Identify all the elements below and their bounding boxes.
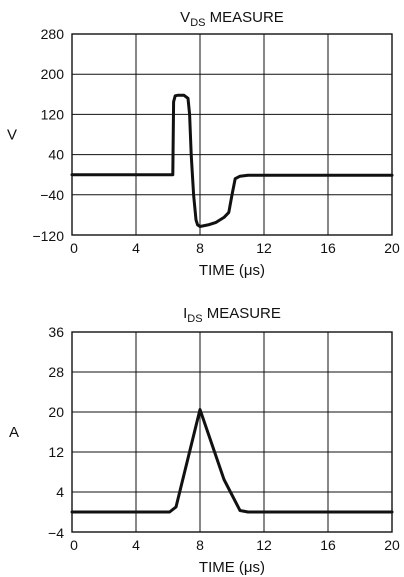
chart-1-y-tick-label: 280 — [41, 26, 65, 42]
chart-2-x-tick-label: 12 — [256, 537, 272, 553]
chart-2-y-tick-label: 4 — [56, 484, 64, 500]
chart-2-y-tick-label: 12 — [48, 444, 64, 460]
chart-1: 0 4 8 12 16 20 280 200 120 40 −40 −120 VDS MEASURE TI… — [7, 9, 400, 279]
chart-2-x-tick-label: 20 — [384, 537, 400, 553]
chart-2-x-tick-label: 0 — [70, 537, 78, 553]
chart-1-y-tick-label: 40 — [48, 147, 64, 163]
chart-2-x-axis-label: TIME (μs) — [199, 559, 265, 576]
chart-2-plot-frame — [71, 331, 393, 533]
chart-1-x-tick-label: 20 — [384, 240, 400, 256]
chart-2-y-axis-label: A — [9, 424, 19, 441]
chart-1-y-tick-label: −40 — [40, 187, 64, 203]
chart-1-plot-frame — [71, 33, 393, 236]
chart-1-x-tick-label: 4 — [132, 240, 140, 256]
chart-1-series-line-1 — [70, 93, 394, 228]
chart-1-y-tick-label: 120 — [41, 106, 65, 122]
chart-1-title: VDS MEASURE — [180, 9, 284, 29]
chart-1-y-tick-label: 200 — [41, 66, 65, 82]
chart-1-x-tick-label: 0 — [70, 240, 78, 256]
chart-1-x-tick-label: 16 — [320, 240, 336, 256]
chart-2-series-line-1 — [70, 408, 394, 514]
chart-2-x-tick-label: 4 — [132, 537, 140, 553]
chart-1-x-axis-label: TIME (μs) — [199, 262, 265, 279]
chart-1-x-tick-label: 8 — [196, 240, 204, 256]
chart-2: 0 4 8 12 16 20 36 28 20 12 4 −4 IDS MEASURE TIME (μs)… — [9, 305, 400, 576]
chart-2-y-tick-label: −4 — [48, 525, 64, 541]
chart-2-y-tick-label: 36 — [48, 324, 64, 340]
chart-2-y-tick-label: 28 — [48, 364, 64, 380]
chart-1-y-axis-label: V — [7, 127, 17, 144]
chart-2-y-tick-label: 20 — [48, 404, 64, 420]
chart-1-x-tick-label: 12 — [256, 240, 272, 256]
chart-2-title: IDS MEASURE — [183, 305, 281, 325]
chart-2-x-tick-label: 8 — [196, 537, 204, 553]
chart-2-x-tick-label: 16 — [320, 537, 336, 553]
chart-1-y-tick-label: −120 — [32, 228, 64, 244]
